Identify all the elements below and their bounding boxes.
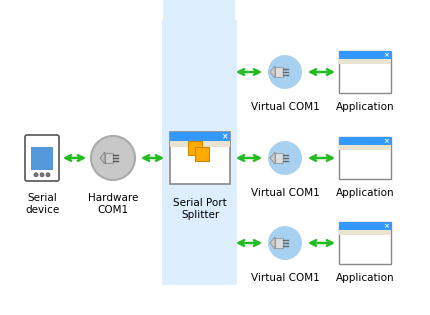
Text: Hardware
COM1: Hardware COM1	[88, 193, 138, 215]
Text: Virtual COM1: Virtual COM1	[251, 273, 319, 283]
FancyBboxPatch shape	[339, 222, 391, 264]
Polygon shape	[100, 152, 105, 164]
FancyBboxPatch shape	[339, 51, 391, 59]
Text: ×: ×	[221, 132, 227, 141]
FancyBboxPatch shape	[339, 59, 391, 64]
FancyBboxPatch shape	[275, 238, 283, 248]
FancyBboxPatch shape	[275, 153, 283, 163]
Text: Serial Port
Splitter: Serial Port Splitter	[173, 198, 227, 220]
Text: Application: Application	[336, 102, 394, 112]
FancyBboxPatch shape	[339, 145, 391, 150]
Text: Application: Application	[336, 273, 394, 283]
Polygon shape	[270, 152, 275, 164]
FancyBboxPatch shape	[195, 147, 209, 161]
Polygon shape	[270, 66, 275, 78]
FancyBboxPatch shape	[31, 147, 53, 170]
Circle shape	[34, 173, 38, 177]
FancyBboxPatch shape	[339, 230, 391, 235]
FancyBboxPatch shape	[339, 137, 391, 145]
FancyBboxPatch shape	[105, 153, 113, 163]
FancyBboxPatch shape	[170, 132, 230, 184]
FancyBboxPatch shape	[25, 135, 59, 181]
FancyBboxPatch shape	[188, 141, 202, 155]
FancyBboxPatch shape	[339, 222, 391, 230]
Circle shape	[267, 225, 303, 261]
FancyBboxPatch shape	[162, 20, 237, 285]
FancyBboxPatch shape	[339, 51, 391, 93]
Text: Application: Application	[336, 188, 394, 198]
Text: Serial
device: Serial device	[25, 193, 59, 215]
Circle shape	[46, 173, 50, 177]
FancyBboxPatch shape	[163, 0, 235, 20]
Circle shape	[40, 173, 44, 177]
FancyBboxPatch shape	[339, 137, 391, 179]
Circle shape	[267, 140, 303, 176]
Circle shape	[91, 136, 135, 180]
Text: Virtual COM1: Virtual COM1	[251, 102, 319, 112]
Polygon shape	[270, 237, 275, 249]
FancyBboxPatch shape	[170, 132, 230, 141]
FancyBboxPatch shape	[170, 141, 230, 146]
Text: Virtual COM1: Virtual COM1	[251, 188, 319, 198]
Circle shape	[267, 54, 303, 90]
Text: ×: ×	[383, 138, 389, 144]
Text: ×: ×	[383, 52, 389, 58]
Text: ×: ×	[383, 223, 389, 229]
FancyBboxPatch shape	[275, 67, 283, 77]
